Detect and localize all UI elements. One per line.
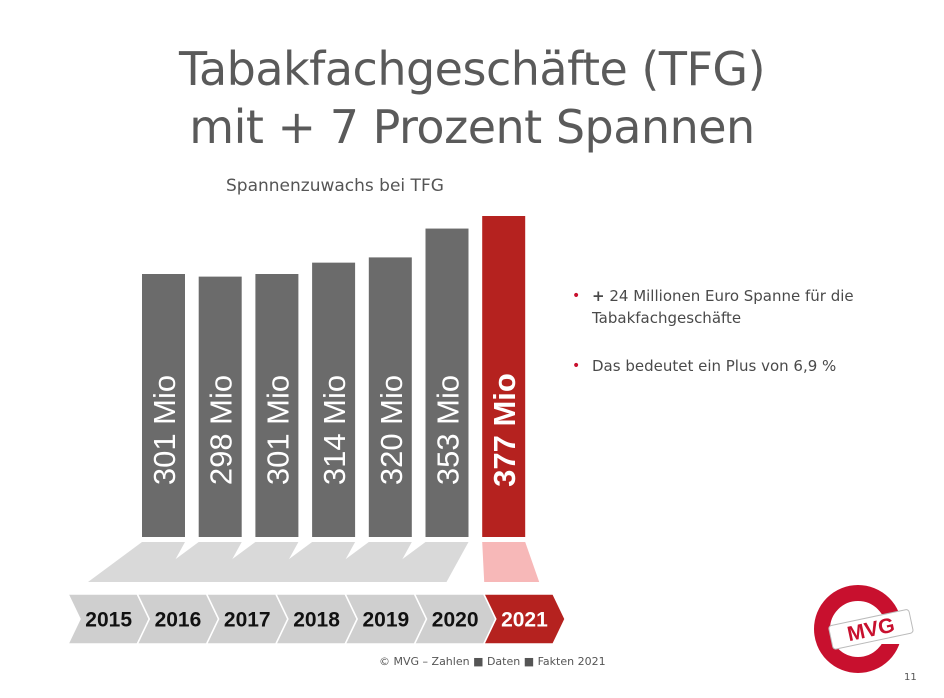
x-tick-label: 2016 [155, 609, 202, 632]
bar [482, 216, 526, 537]
bar-base [482, 542, 540, 582]
footer-copyright: © MVG – Zahlen ■ Daten ■ Fakten 2021 [379, 655, 606, 668]
bullet-item: • Das bedeutet ein Plus von 6,9 % [572, 355, 872, 377]
bar-value-label: 377 Mio [487, 373, 522, 487]
bullet-dot-icon: • [572, 358, 581, 374]
slide-title: Tabakfachgeschäfte (TFG) mit + 7 Prozent… [0, 40, 944, 156]
x-tick-label: 2019 [362, 609, 409, 632]
bar [312, 262, 356, 537]
x-tick-label: 2018 [293, 609, 340, 632]
chart-title: Spannenzuwachs bei TFG [226, 176, 444, 196]
bar-value-label: 320 Mio [374, 375, 409, 485]
bar-value-label: 301 Mio [147, 375, 182, 485]
x-tick-label: 2017 [224, 609, 271, 632]
mvg-logo: MVG [814, 585, 914, 673]
year-arrow [482, 593, 566, 645]
title-line-1: Tabakfachgeschäfte (TFG) [178, 42, 766, 96]
title-line-2: mit + 7 Prozent Spannen [189, 100, 755, 154]
x-tick-label: 2021 [501, 609, 548, 632]
bar-value-label: 298 Mio [204, 375, 239, 485]
bullet-item: • + 24 Millionen Euro Spanne für die Tab… [572, 285, 872, 329]
bullet-dot-icon: • [572, 288, 581, 304]
bullet-list: • + 24 Millionen Euro Spanne für die Tab… [572, 285, 872, 403]
x-tick-label: 2015 [85, 609, 132, 632]
bar [198, 276, 242, 537]
bar [368, 257, 412, 537]
bullet-strong: + [592, 287, 605, 305]
bar [142, 274, 185, 537]
bar-value-label: 353 Mio [431, 375, 466, 485]
bullet-text: 24 Millionen Euro Spanne für die Tabakfa… [592, 287, 854, 327]
bar [425, 228, 469, 537]
bar-value-label: 301 Mio [260, 375, 295, 485]
bar-value-label: 314 Mio [317, 375, 352, 485]
bullet-text: Das bedeutet ein Plus von 6,9 % [592, 357, 837, 375]
page-number: 11 [904, 672, 917, 683]
bar-base [371, 542, 469, 582]
x-tick-label: 2020 [432, 609, 479, 632]
bar [255, 274, 299, 537]
